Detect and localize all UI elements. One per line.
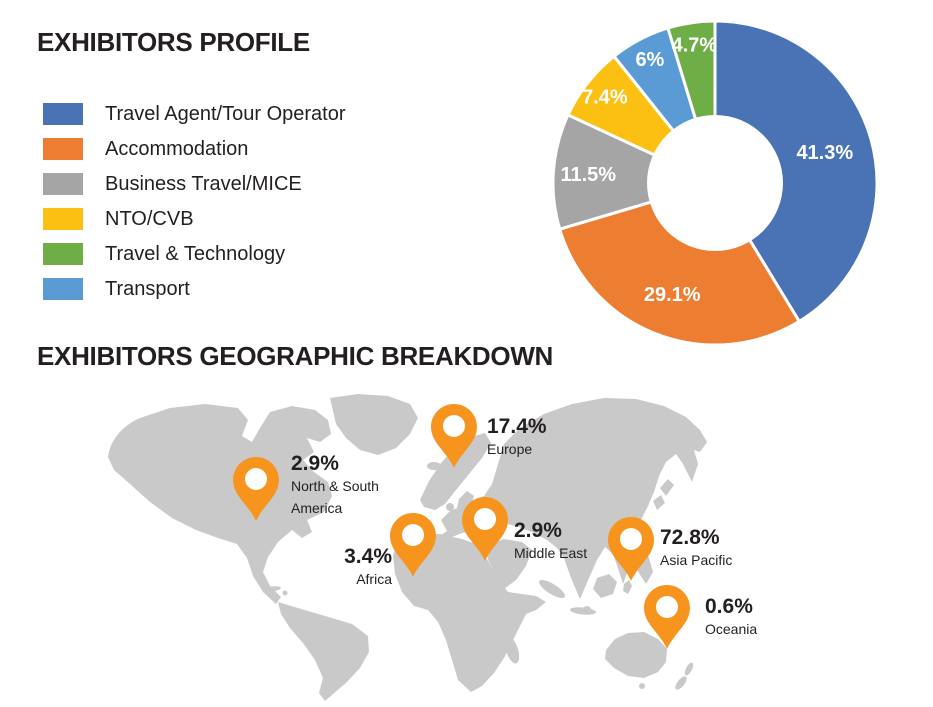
- donut-hole: [647, 115, 783, 251]
- geo-location-label: 72.8% Asia Pacific: [660, 526, 732, 571]
- geo-location-label: 2.9% Middle East: [514, 519, 587, 564]
- pin-hole: [245, 468, 267, 490]
- geo-percent: 17.4%: [487, 415, 547, 438]
- geo-region-name: Oceania: [705, 621, 758, 637]
- donut-segment-value-label: 11.5%: [560, 164, 616, 186]
- donut-segment: [551, 113, 717, 231]
- donut-segment-value-label: 41.3%: [796, 142, 853, 164]
- legend-swatch: [43, 208, 83, 230]
- geo-location-label: 17.4% Europe: [487, 415, 547, 460]
- map-pin-icon: [644, 585, 690, 649]
- geo-region-name: Africa: [356, 571, 392, 587]
- donut-segment-value-label: 4.7%: [672, 35, 718, 57]
- map-pin-icon: [462, 497, 508, 561]
- donut-segment-value-label: 6%: [635, 49, 664, 71]
- pin-hole: [474, 508, 496, 530]
- legend-item: Transport: [43, 278, 346, 300]
- geo-location-label: 2.9% North & South America: [291, 452, 391, 519]
- legend-item: Travel & Technology: [43, 243, 346, 265]
- map-pin-icon: [233, 457, 279, 521]
- map-pin-icon: [390, 513, 436, 577]
- legend-item: Accommodation: [43, 138, 346, 160]
- legend-item: Travel Agent/Tour Operator: [43, 103, 346, 125]
- pin-hole: [443, 415, 465, 437]
- geo-region-name: Europe: [487, 441, 533, 457]
- geographic-breakdown-title: EXHIBITORS GEOGRAPHIC BREAKDOWN: [37, 341, 554, 371]
- geo-percent: 2.9%: [291, 452, 339, 475]
- exhibitors-profile-title: EXHIBITORS PROFILE: [37, 27, 310, 57]
- pin-hole: [620, 528, 642, 550]
- pin-hole: [402, 524, 424, 546]
- legend-swatch: [43, 278, 83, 300]
- legend-label: Accommodation: [105, 137, 249, 160]
- legend-swatch: [43, 138, 83, 160]
- map-pin-icon: [608, 517, 654, 581]
- geo-location-label: 0.6% Oceania: [705, 595, 757, 640]
- legend-label: Travel Agent/Tour Operator: [105, 102, 346, 125]
- legend-item: NTO/CVB: [43, 208, 346, 230]
- donut-segment-value-label: 7.4%: [582, 87, 628, 109]
- donut-segment-value-label: 29.1%: [644, 284, 701, 306]
- geo-region-name: North & South America: [291, 478, 379, 516]
- geo-region-name: Asia Pacific: [660, 552, 733, 568]
- legend-swatch: [43, 243, 83, 265]
- donut-legend: Travel Agent/Tour Operator Accommodation B…: [43, 103, 346, 313]
- geo-percent: 3.4%: [344, 545, 392, 568]
- geo-percent: 72.8%: [660, 526, 720, 549]
- legend-label: NTO/CVB: [105, 207, 194, 230]
- donut-chart: 41.3% 29.1% 11.5% 7.4% 6% 4.7%: [551, 19, 879, 347]
- donut-segment: [713, 19, 879, 323]
- map-pin-icon: [431, 404, 477, 468]
- geo-location-label: 3.4% Africa: [310, 545, 392, 590]
- geo-region-name: Middle East: [514, 545, 588, 561]
- legend-label: Transport: [105, 277, 190, 300]
- legend-label: Travel & Technology: [105, 242, 286, 265]
- legend-swatch: [43, 103, 83, 125]
- legend-label: Business Travel/MICE: [105, 172, 302, 195]
- geo-percent: 2.9%: [514, 519, 562, 542]
- legend-swatch: [43, 173, 83, 195]
- geo-percent: 0.6%: [705, 595, 753, 618]
- pin-hole: [656, 596, 678, 618]
- legend-item: Business Travel/MICE: [43, 173, 346, 195]
